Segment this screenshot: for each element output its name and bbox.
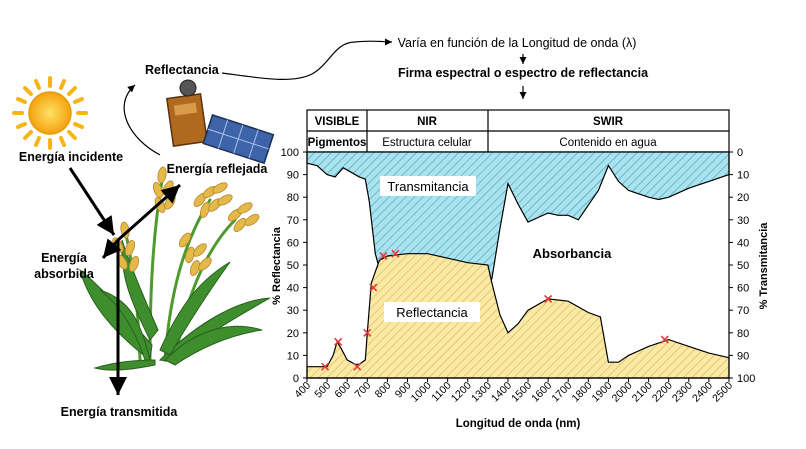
band-swir: SWIR [593, 116, 624, 128]
y-tick-label-right: 20 [737, 192, 749, 204]
y-tick-label-right: 70 [737, 305, 749, 317]
x-axis-title: Longitud de onda (nm) [456, 418, 581, 430]
x-tick-label: 1600 [529, 380, 554, 405]
y-tick-label-left: 0 [293, 373, 299, 385]
y-tick-label-right: 90 [737, 350, 749, 362]
band-swir-sub: Contenido en agua [559, 137, 657, 149]
x-tick-label: 1100 [429, 380, 454, 405]
y-tick-label-right: 60 [737, 283, 749, 295]
y-tick-label-right: 0 [737, 147, 743, 159]
x-tick-label: 2300 [670, 380, 695, 405]
y-tick-label-right: 80 [737, 328, 749, 340]
energy-arrows [68, 167, 181, 395]
y-axis-left-title: % Reflectancia [271, 226, 283, 305]
region-reflectancia: Reflectancia [396, 305, 468, 320]
x-tick-label: 2200 [650, 380, 675, 405]
transmittance-area [306, 151, 730, 289]
x-tick-label: 500 [312, 380, 333, 401]
x-tick-label: 2400 [690, 380, 715, 405]
y-tick-label-left: 60 [287, 237, 299, 249]
reflectance-curve-arrow [221, 38, 393, 81]
reflectance-marker [379, 251, 388, 261]
y-tick-label-left: 10 [287, 350, 299, 362]
y-tick-label-left: 40 [287, 283, 299, 295]
satellite-icon [165, 79, 275, 165]
y-tick-label-left: 80 [287, 192, 299, 204]
x-tick-label: 2000 [610, 380, 635, 405]
transmitancia-label-bg [380, 176, 476, 196]
y-tick-label-right: 10 [737, 170, 749, 182]
label-energia-reflejada: Energía reflejada [167, 162, 269, 176]
x-tick-label: 700 [353, 380, 374, 401]
band-nir-sub: Estructura celular [382, 137, 472, 149]
label-energia-incidente: Energía incidente [19, 150, 123, 164]
x-tick-label: 1900 [590, 380, 615, 405]
y-tick-label-right: 100 [737, 373, 755, 385]
x-tick-label: 1800 [569, 380, 594, 405]
x-tick-label: 1200 [449, 380, 474, 405]
reflectance-marker [321, 362, 330, 371]
y-tick-label-right: 40 [737, 237, 749, 249]
band-visible-sub: Pigmentos [308, 137, 367, 149]
region-absorbancia: Absorbancia [533, 246, 613, 261]
label-reflectancia-top: Reflectancia [145, 63, 220, 77]
reflectance-marker [660, 335, 669, 344]
x-tick-label: 600 [332, 380, 353, 401]
x-tick-label: 1500 [509, 380, 534, 405]
reflectance-marker [369, 283, 378, 292]
x-tick-label: 2500 [710, 380, 735, 405]
reflectance-marker [353, 362, 362, 371]
arrow-incident [68, 167, 116, 236]
reflectance-marker [363, 328, 372, 337]
marker-layer [321, 249, 669, 371]
reflectance-marker [544, 294, 553, 303]
band-visible: VISIBLE [315, 116, 360, 128]
label-energia-absorbida-1: Energía [41, 251, 88, 265]
arrow-reflected [117, 183, 181, 242]
y-axis-right-title: % Transmitancia [758, 222, 770, 310]
y-tick-label-left: 100 [281, 147, 299, 159]
x-tick-label: 800 [373, 380, 394, 401]
y-tick-label-right: 50 [737, 260, 749, 272]
region-transmitancia: Transmitancia [387, 179, 469, 194]
arrow-absorbed [101, 238, 122, 259]
reflectance-marker [334, 337, 343, 346]
y-tick-label-left: 30 [287, 305, 299, 317]
label-energia-transmitida: Energía transmitida [61, 405, 179, 419]
band-table: VISIBLE NIR SWIR Pigmentos Estructura ce… [306, 109, 730, 153]
wheat-plant-icon [79, 166, 271, 371]
sun-icon [12, 76, 88, 150]
reflectance-area [306, 253, 730, 379]
spectral-chart: 40 0 500 600 700 800 90 0 1000110012001300140015… [271, 147, 770, 430]
satellite-to-label-arrow [123, 84, 161, 156]
y-tick-label-left: 50 [287, 260, 299, 272]
reflectancia-label-bg [384, 302, 480, 322]
label-energia-absorbida-2: absorbida [34, 267, 95, 281]
y-tick-label-right: 30 [737, 215, 749, 227]
x-tick-label: 1300 [469, 380, 494, 405]
y-tick-label-left: 90 [287, 170, 299, 182]
header-line1: Varía en función de la Longitud de onda … [398, 36, 637, 50]
band-nir: NIR [417, 116, 438, 128]
y-tick-label-left: 20 [287, 328, 299, 340]
x-tick-label: 1700 [549, 380, 574, 405]
header-line2: Firma espectral o espectro de reflectanc… [398, 66, 649, 80]
y-tick-label-left: 70 [287, 215, 299, 227]
x-tick-label: 2100 [630, 380, 655, 405]
x-tick-label: 1400 [489, 380, 514, 405]
x-tick-label: 1000 [409, 380, 434, 405]
reflectance-marker [391, 249, 400, 258]
